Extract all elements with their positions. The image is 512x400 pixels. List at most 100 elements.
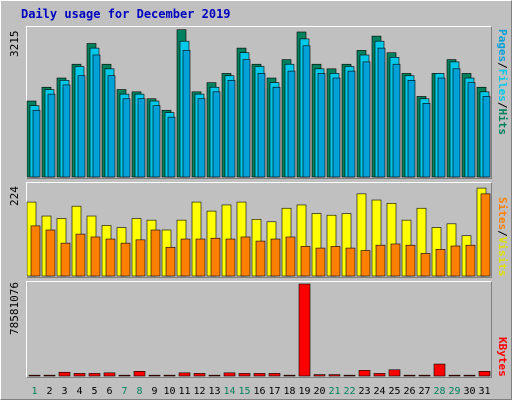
sites-bar [90,236,101,277]
sites-bar [435,249,446,277]
pages-bar [212,91,221,178]
day-label: 26 [403,386,416,397]
day-label: 18 [283,386,296,397]
day-label: 22 [343,386,356,397]
kbytes-bar [148,374,161,377]
pages-bar [467,82,476,178]
sites-bar [375,244,386,277]
sites-bar [195,238,206,277]
pages-bar [272,86,281,178]
pages-bar [167,116,176,178]
pages-bar [347,70,356,178]
pages-bar [377,47,386,178]
pages-bar [452,68,461,178]
pages-bar [32,109,41,178]
day-label: 28 [433,386,446,397]
pages-bar [362,61,371,178]
pages-bar [137,98,146,178]
day-label: 1 [31,386,38,397]
pages-bar [422,103,431,178]
kbytes-bar [388,369,401,377]
sites-bar [150,229,161,277]
day-label: 20 [313,386,326,397]
day-label: 8 [136,386,143,397]
sites-bar [75,233,86,277]
day-label: 9 [151,386,158,397]
kbytes-bar [463,374,476,377]
sites-bar [45,229,56,277]
day-label: 12 [193,386,206,397]
sites-bar [180,238,191,277]
kbytes-bar [298,283,311,377]
pages-bar [197,98,206,178]
kbytes-bar [28,374,41,377]
kbytes-bar [163,374,176,377]
kbytes-bar [418,374,431,377]
pages-bar [332,77,341,178]
pages-bar [92,54,101,178]
pages-bar [407,80,416,178]
pages-bar [152,105,161,178]
day-label: 16 [253,386,266,397]
day-label: 19 [298,386,311,397]
pages-bar [257,73,266,178]
kbytes-bar [358,370,371,377]
kbytes-bar [73,373,86,377]
pages-bar [317,73,326,178]
kbytes-bar [373,373,386,377]
kbytes-bar [208,374,221,377]
day-label: 3 [61,386,68,397]
day-label: 14 [223,386,236,397]
pages-bar [287,70,296,178]
day-label: 27 [418,386,431,397]
kbytes-bar [478,371,491,377]
kbytes-bar [403,374,416,377]
kbytes-bar [253,373,266,377]
pages-bar [392,63,401,178]
sites-bar [105,238,116,277]
sites-bar [330,246,341,277]
sites-bar [465,244,476,277]
sites-bar [420,253,431,277]
kbytes-bar [178,372,191,377]
pages-bar [302,45,311,178]
kbytes-bar [133,371,146,377]
day-label: 13 [208,386,221,397]
pages-bar [77,75,86,178]
sites-bar [360,250,371,277]
pages-bar [227,80,236,178]
sites-bar [225,238,236,277]
pages-bar [62,84,71,178]
sites-bar [270,238,281,277]
day-label: 11 [178,386,191,397]
kbytes-bar [103,372,116,377]
day-label: 29 [448,386,461,397]
kbytes-bar [313,374,326,377]
day-label: 7 [121,386,128,397]
kbytes-bar [238,373,251,377]
kbytes-bar [343,374,356,377]
day-label: 4 [76,386,83,397]
sites-bar [390,243,401,277]
day-label: 24 [373,386,386,397]
kbytes-bar [223,372,236,377]
day-label: 10 [163,386,176,397]
kbytes-bar [43,374,56,377]
pages-bar [437,77,446,178]
sites-bar [405,244,416,277]
sites-bar [30,225,41,277]
day-label: 30 [463,386,476,397]
sites-bar [60,242,71,277]
sites-bar [165,246,176,277]
day-label: 2 [46,386,53,397]
kbytes-bar [58,371,71,377]
day-label: 5 [91,386,98,397]
day-label: 31 [478,386,491,397]
day-label: 25 [388,386,401,397]
pages-bar [107,75,116,178]
sites-bar [345,247,356,277]
sites-bar [240,236,251,277]
pages-bar [122,98,131,178]
